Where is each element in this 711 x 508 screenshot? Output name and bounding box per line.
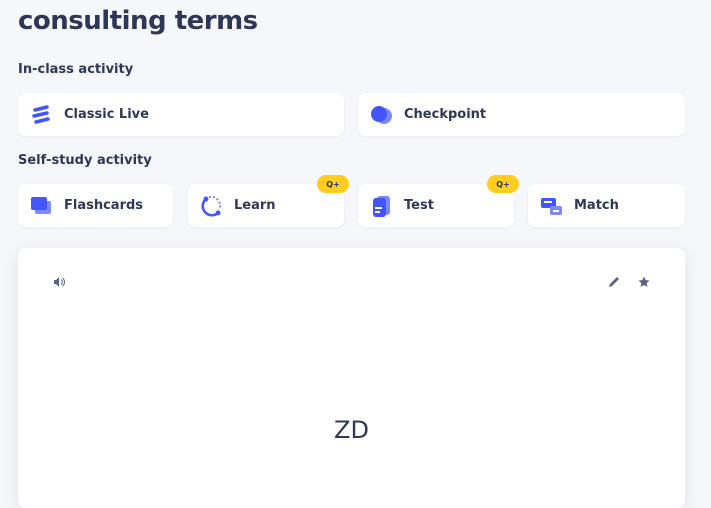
test-button[interactable]: Test Q+ (358, 175, 519, 227)
star-icon[interactable] (637, 274, 651, 288)
learn-icon (200, 195, 222, 217)
classic-live-icon (30, 104, 52, 126)
checkpoint-button[interactable]: Checkpoint (358, 93, 685, 136)
plus-badge: Q+ (487, 175, 519, 193)
in-class-heading: In-class activity (18, 62, 134, 77)
test-icon (370, 195, 392, 217)
flashcards-button[interactable]: Flashcards (18, 184, 173, 227)
self-study-heading: Self-study activity (18, 153, 152, 168)
flashcard-term: ZD (334, 416, 369, 444)
card-label: Flashcards (64, 198, 144, 213)
match-button[interactable]: Match (528, 184, 685, 227)
flashcard[interactable]: ZD (18, 248, 685, 508)
learn-button[interactable]: Learn Q+ (188, 175, 349, 227)
plus-badge: Q+ (317, 175, 349, 193)
classic-live-button[interactable]: Classic Live (18, 93, 344, 136)
audio-icon[interactable] (52, 274, 66, 288)
edit-icon[interactable] (607, 274, 621, 288)
page-title: consulting terms (18, 6, 258, 36)
card-label: Learn (234, 198, 276, 213)
card-label: Classic Live (64, 107, 149, 122)
card-label: Checkpoint (404, 107, 487, 122)
match-icon (540, 195, 562, 217)
flashcards-icon (30, 195, 52, 217)
card-label: Match (574, 198, 619, 213)
card-label: Test (404, 198, 434, 213)
checkpoint-icon (370, 104, 392, 126)
